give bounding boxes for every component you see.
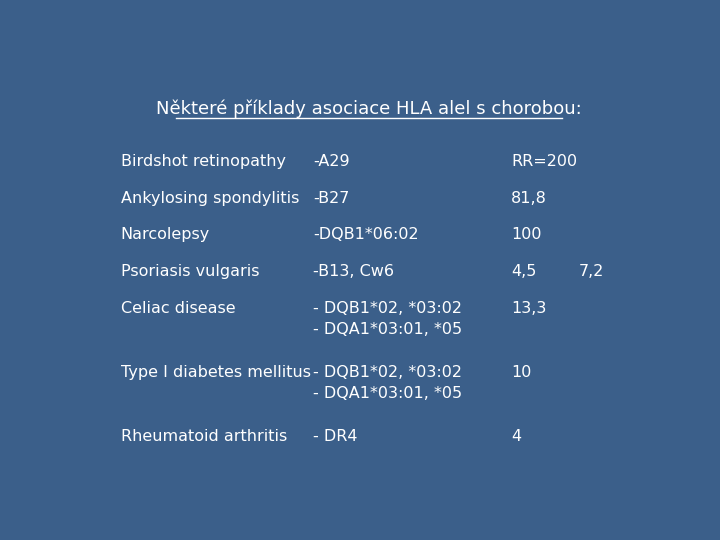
Text: -DQB1*06:02: -DQB1*06:02: [313, 227, 419, 242]
Text: Birdshot retinopathy: Birdshot retinopathy: [121, 154, 286, 169]
Text: 13,3: 13,3: [511, 301, 546, 315]
Text: 100: 100: [511, 227, 541, 242]
Text: 81,8: 81,8: [511, 191, 547, 206]
Text: 4: 4: [511, 429, 521, 444]
Text: - DQB1*02, *03:02
- DQA1*03:01, *05: - DQB1*02, *03:02 - DQA1*03:01, *05: [313, 365, 462, 401]
Text: -A29: -A29: [313, 154, 350, 169]
Text: -B13, Cw6: -B13, Cw6: [313, 264, 395, 279]
Text: RR=200: RR=200: [511, 154, 577, 169]
Text: Celiac disease: Celiac disease: [121, 301, 235, 315]
Text: Některé příklady asociace HLA alel s chorobou:: Některé příklady asociace HLA alel s cho…: [156, 99, 582, 118]
Text: 4,5: 4,5: [511, 264, 536, 279]
Text: - DQB1*02, *03:02
- DQA1*03:01, *05: - DQB1*02, *03:02 - DQA1*03:01, *05: [313, 301, 462, 336]
Text: Psoriasis vulgaris: Psoriasis vulgaris: [121, 264, 259, 279]
Text: 10: 10: [511, 365, 531, 380]
Text: - DR4: - DR4: [313, 429, 358, 444]
Text: Type I diabetes mellitus: Type I diabetes mellitus: [121, 365, 311, 380]
Text: Rheumatoid arthritis: Rheumatoid arthritis: [121, 429, 287, 444]
Text: -B27: -B27: [313, 191, 350, 206]
Text: 7,2: 7,2: [578, 264, 603, 279]
Text: Narcolepsy: Narcolepsy: [121, 227, 210, 242]
Text: Ankylosing spondylitis: Ankylosing spondylitis: [121, 191, 299, 206]
